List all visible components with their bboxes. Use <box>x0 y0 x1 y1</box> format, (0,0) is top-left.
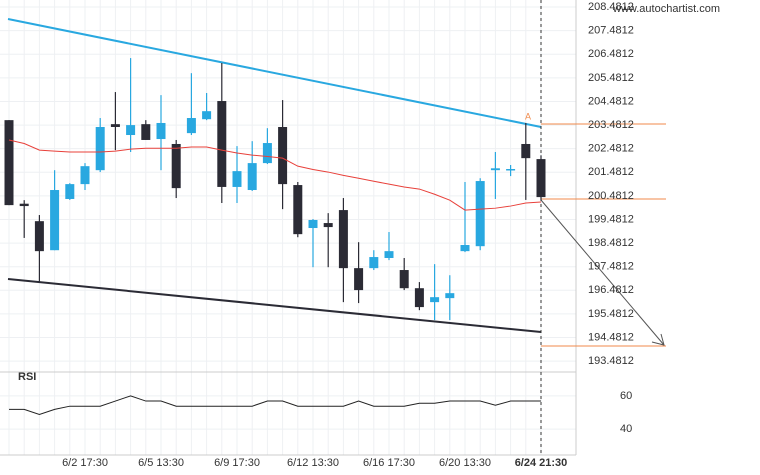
y-tick-label: 204.4812 <box>588 95 634 107</box>
candle-body <box>4 120 14 206</box>
source: www.autochartist.com <box>612 3 720 15</box>
x-tick-label: 6/16 17:30 <box>363 457 415 469</box>
candle-body <box>369 257 379 269</box>
candle-body <box>171 143 181 189</box>
candle-body <box>384 251 394 258</box>
resistance-line <box>7 18 542 128</box>
y-tick-label: 197.4812 <box>588 261 634 273</box>
y-tick-label: 207.4812 <box>588 25 634 37</box>
candle-body <box>34 221 44 252</box>
candle-body <box>338 210 348 269</box>
rsi-tick-label: 60 <box>620 390 632 402</box>
x-tick-label: 6/2 17:30 <box>62 457 108 469</box>
candle-body <box>323 223 333 228</box>
candle-body <box>110 124 120 127</box>
y-tick-label: 198.4812 <box>588 237 634 249</box>
candle-body <box>19 203 29 207</box>
candle-body <box>354 268 364 291</box>
y-tick-label: 202.4812 <box>588 143 634 155</box>
y-tick-label: 206.4812 <box>588 48 634 60</box>
candle-body <box>490 168 500 171</box>
candle-body <box>262 143 272 164</box>
candle-body <box>141 124 151 140</box>
support-line <box>7 278 542 333</box>
candle-body <box>414 288 424 308</box>
candle-body <box>430 297 440 303</box>
y-tick-label: 194.4812 <box>588 331 634 343</box>
candle-body <box>399 270 409 289</box>
x-tick-label: 6/20 13:30 <box>439 457 491 469</box>
y-tick-label: 196.4812 <box>588 284 634 296</box>
candle-body <box>536 159 546 198</box>
candle-body <box>80 166 90 185</box>
y-tick-label: 200.4812 <box>588 190 634 202</box>
candle-body <box>445 293 455 299</box>
moving-average <box>8 139 542 211</box>
candle-body <box>247 163 257 191</box>
y-tick-label: 201.4812 <box>588 166 634 178</box>
rsi-label: RSI <box>18 371 36 383</box>
candle-body <box>126 125 136 136</box>
x-tick-label: 6/24 21:30 <box>515 457 568 469</box>
rsi-tick-label: 40 <box>620 423 632 435</box>
x-tick-label: 6/5 13:30 <box>138 457 184 469</box>
x-tick-label: 6/12 13:30 <box>287 457 339 469</box>
candle-body <box>156 122 166 140</box>
candle-body <box>308 219 318 229</box>
candle-body <box>506 169 516 171</box>
y-tick-label: 205.4812 <box>588 72 634 84</box>
y-tick-label: 195.4812 <box>588 308 634 320</box>
candle-body <box>50 190 60 251</box>
y-tick-label: 208.4812 <box>588 1 634 13</box>
candle-body <box>202 111 212 120</box>
candle-body <box>475 181 485 247</box>
candle-body <box>278 126 288 185</box>
forecast-arrow <box>540 199 665 346</box>
grid-layer <box>0 0 576 455</box>
pattern-marker: A <box>525 111 531 121</box>
y-tick-label: 203.4812 <box>588 119 634 131</box>
candle-body <box>293 185 303 235</box>
y-tick-label: 193.4812 <box>588 355 634 367</box>
candle-body <box>95 126 105 171</box>
candle-body <box>521 143 531 159</box>
candle-body <box>217 101 227 187</box>
candle-body <box>460 245 470 252</box>
rsi-line <box>9 395 541 416</box>
y-tick-label: 199.4812 <box>588 213 634 225</box>
x-tick-label: 6/9 17:30 <box>214 457 260 469</box>
candle-body <box>65 184 75 199</box>
arrow-head <box>651 333 665 346</box>
candle-body <box>186 118 196 134</box>
candle-body <box>232 171 242 187</box>
